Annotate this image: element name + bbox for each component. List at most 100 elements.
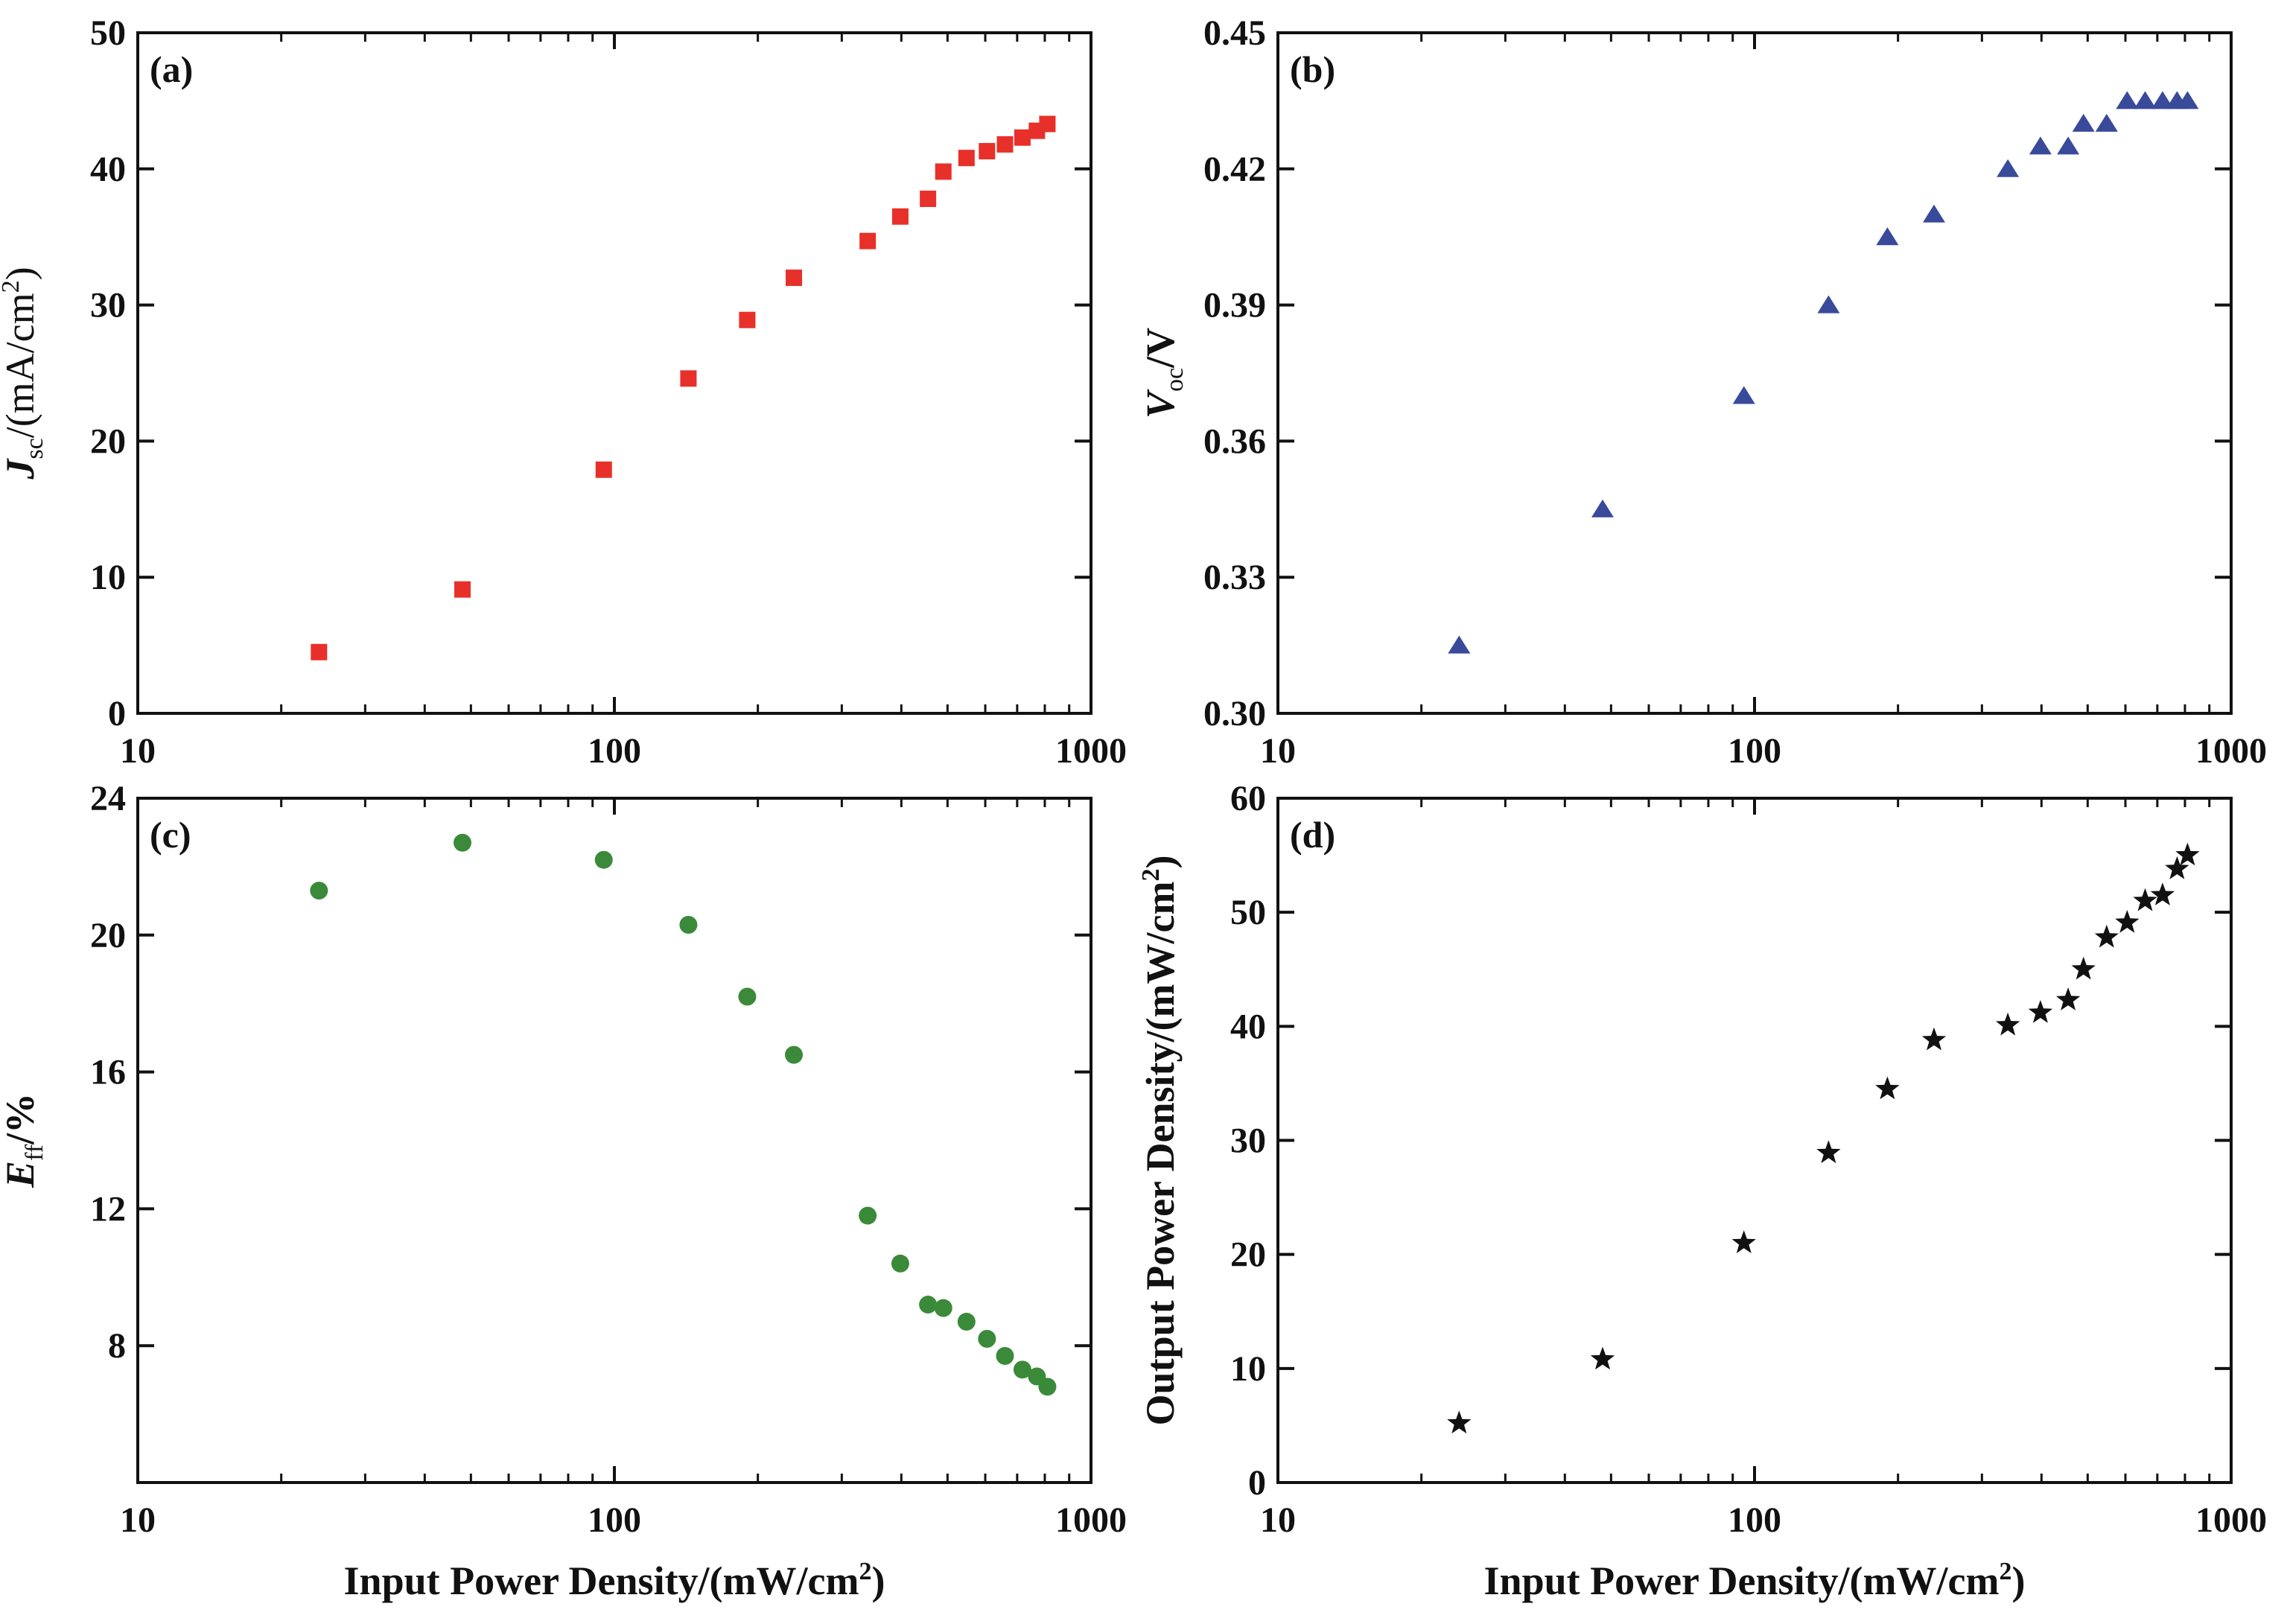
panel-c: 10 100 1000 8 12 16 20 24 (c) Eff/% Input Power De…	[0, 779, 1127, 1603]
x-tick-label: 100	[1728, 1500, 1781, 1540]
data-point	[2072, 113, 2095, 132]
x-tick-label: 10	[1260, 731, 1296, 771]
data-point	[2056, 987, 2081, 1010]
y-tick-label: 50	[90, 13, 126, 53]
data-point	[978, 1330, 996, 1348]
data-point	[2150, 882, 2175, 905]
x-tick-label: 10	[120, 1500, 156, 1540]
panel-tag: (c)	[150, 814, 191, 856]
data-point	[2133, 888, 2157, 911]
data-point	[1923, 204, 1946, 223]
y-tick-label: 40	[1230, 1007, 1266, 1046]
data-point	[934, 1299, 952, 1317]
x-tick-label: 100	[588, 731, 641, 771]
data-point	[996, 136, 1014, 153]
data-point	[2029, 136, 2052, 155]
data-point	[1038, 1378, 1057, 1396]
data-point	[679, 916, 698, 934]
x-axis-title: Input Power Density/(mW/cm2)	[344, 1558, 885, 1603]
data-point	[1996, 1012, 2020, 1036]
y-axis-title: Voc/V	[1138, 328, 1189, 418]
data-point	[1039, 115, 1056, 133]
y-tick-label: 12	[90, 1189, 126, 1229]
data-point	[310, 882, 328, 900]
y-tick-label: 30	[90, 286, 126, 325]
x-tick-label: 1000	[1055, 1500, 1127, 1540]
y-tick-label: 24	[90, 779, 126, 818]
y-tick-label: 60	[1230, 779, 1266, 818]
y-tick-label: 0.30	[1203, 694, 1266, 733]
data-point	[996, 1346, 1014, 1365]
data-point	[1997, 159, 2020, 177]
data-point	[2094, 924, 2119, 948]
data-point	[739, 311, 756, 328]
data-point	[1875, 1076, 1900, 1100]
x-tick-label: 10	[120, 731, 156, 771]
data-point	[2134, 91, 2157, 109]
y-axis-title: Output Power Density/(mW/cm2)	[1137, 856, 1183, 1426]
data-point	[785, 1045, 804, 1064]
y-axis-title: Eff/%	[0, 1093, 48, 1188]
data-point	[2176, 91, 2199, 109]
x-tick-label: 1000	[1055, 731, 1127, 771]
y-tick-label: 16	[90, 1053, 126, 1092]
data-point	[594, 850, 613, 869]
y-tick-label: 0	[108, 694, 126, 733]
plot-frame	[1276, 797, 2233, 1484]
y-tick-label: 0.33	[1203, 558, 1266, 597]
x-axis-title: Input Power Density/(mW/cm2)	[1484, 1558, 2026, 1603]
data-point	[454, 581, 471, 598]
y-tick-label: 40	[90, 150, 126, 189]
y-axis-title: Jsc/(mA/cm2)	[0, 267, 48, 480]
data-point	[2165, 856, 2189, 879]
y-tick-label: 0.36	[1203, 421, 1266, 461]
data-point	[979, 143, 996, 160]
data-point	[919, 1296, 938, 1314]
y-tick-label: 20	[1230, 1235, 1266, 1275]
panel-tag: (d)	[1290, 814, 1335, 856]
data-point	[1591, 499, 1614, 518]
data-point	[1876, 227, 1899, 246]
x-tick-label: 1000	[2195, 731, 2267, 771]
panel-b: 10 100 1000 0.30 0.33 0.36 0.39 0.42 0.45 (b) Voc/…	[1138, 13, 2267, 771]
panel-tag: (a)	[150, 48, 193, 90]
data-point	[1013, 1360, 1031, 1379]
data-point	[891, 208, 909, 225]
x-tick-label: 10	[1260, 1500, 1296, 1540]
data-point	[1014, 129, 1031, 146]
data-point	[2095, 113, 2118, 132]
data-point	[2028, 1000, 2053, 1023]
data-point	[680, 370, 697, 387]
data-point	[891, 1254, 909, 1273]
y-tick-label: 0.45	[1203, 13, 1266, 53]
data-point	[1817, 295, 1840, 313]
data-point	[2057, 136, 2080, 155]
y-tick-label: 8	[108, 1326, 126, 1366]
data-point	[957, 1313, 976, 1331]
data-point	[2175, 842, 2200, 866]
data-point	[1731, 1230, 1756, 1254]
y-tick-label: 30	[1230, 1121, 1266, 1161]
y-tick-label: 20	[90, 916, 126, 955]
x-tick-label: 100	[1728, 731, 1781, 771]
data-point	[1448, 635, 1471, 654]
panel-tag: (b)	[1290, 48, 1335, 90]
data-point	[311, 643, 328, 660]
y-tick-label: 50	[1230, 893, 1266, 932]
data-point	[738, 987, 757, 1006]
data-point	[958, 150, 975, 167]
data-point	[859, 1206, 877, 1225]
plot-frame	[1276, 31, 2233, 715]
data-point	[2116, 91, 2139, 109]
data-point	[786, 270, 803, 287]
data-point	[1447, 1410, 1472, 1434]
plot-frame	[136, 797, 1092, 1484]
y-tick-label: 0.39	[1203, 286, 1266, 325]
y-tick-label: 20	[90, 421, 126, 461]
data-point	[935, 163, 952, 180]
data-point	[595, 461, 612, 478]
data-point	[1732, 386, 1755, 404]
plot-frame	[136, 31, 1092, 715]
